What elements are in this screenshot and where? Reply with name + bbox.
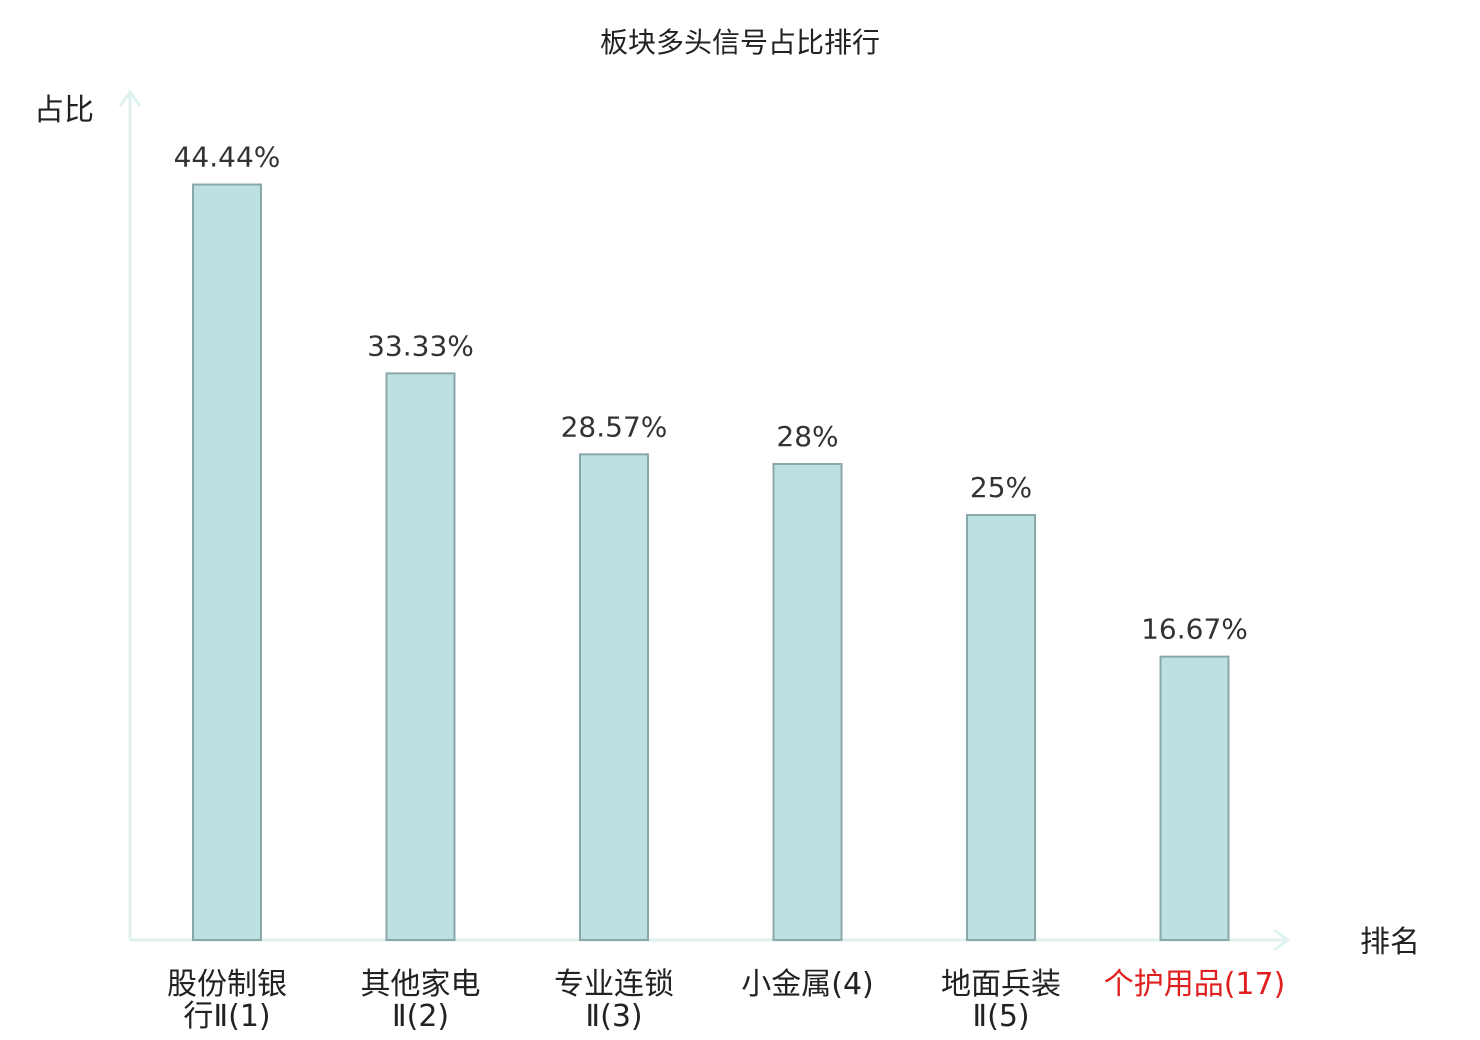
y-axis-label: 占比 (34, 93, 94, 128)
bar-value-label: 44.44% (174, 141, 281, 174)
bar (1159, 655, 1230, 941)
bar-value-label: 33.33% (367, 329, 474, 362)
value-labels-group: 44.44% 33.33% 28.57% 28% 25% 16.67% (174, 141, 1248, 646)
x-tick-label: 专业连锁 Ⅱ(3) (554, 967, 674, 1034)
bar (966, 514, 1036, 941)
bar-value-label: 25% (970, 471, 1032, 504)
x-axis-label: 排名 (1360, 925, 1420, 960)
chart-title: 板块多头信号占比排行 (600, 26, 880, 59)
bar (385, 372, 456, 941)
x-tick-label: 小金属(4) (741, 967, 874, 1002)
bar-value-label: 16.67% (1141, 613, 1248, 646)
x-axis-arrow-icon (1273, 928, 1291, 952)
y-axis-arrow-icon (118, 89, 142, 107)
bar (772, 463, 843, 941)
bar-value-label: 28% (776, 420, 838, 453)
bar (192, 183, 262, 941)
axes (118, 89, 1291, 952)
x-tick-label: 个护用品(17) (1104, 967, 1286, 1002)
bars-group (192, 183, 1230, 941)
x-tick-label: 其他家电 Ⅱ(2) (361, 967, 481, 1034)
category-labels-group: 股份制银行Ⅱ(1) 其他家电 Ⅱ(2) 专业连锁 Ⅱ(3) 小金属(4) 地面兵装 Ⅱ(5) 个… (167, 967, 1285, 1034)
bar-value-label: 28.57% (561, 410, 668, 443)
bar (579, 453, 649, 941)
x-tick-label: 股份制银行Ⅱ(1) (167, 967, 287, 1034)
x-tick-label: 地面兵装 Ⅱ(5) (941, 967, 1061, 1034)
